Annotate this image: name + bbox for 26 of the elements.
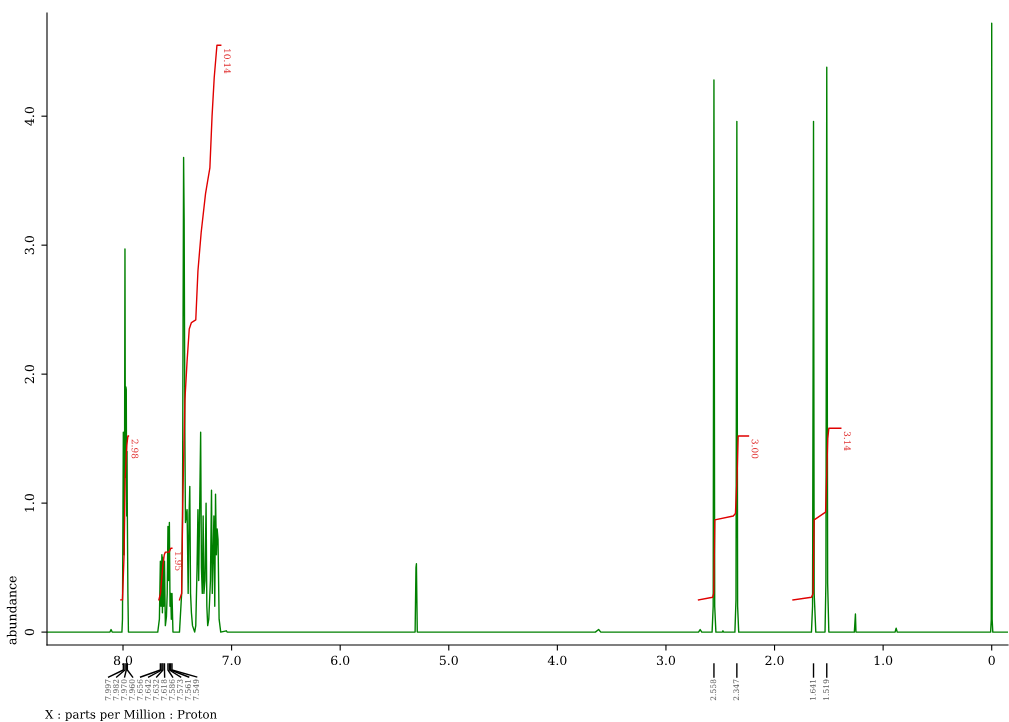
- line-series: [697, 435, 750, 601]
- annotation: 3.00: [751, 439, 759, 459]
- annotation: 1.95: [175, 552, 182, 571]
- x-tick-label: 0: [988, 655, 995, 666]
- x-tick-label: 5.0: [439, 655, 458, 666]
- y-tick-label: 0: [24, 628, 35, 636]
- y-tick-label: 3.0: [24, 236, 35, 255]
- annotation: 10.14: [223, 49, 231, 74]
- y-tick-label: 1.0: [24, 494, 35, 512]
- line-series: [120, 435, 130, 601]
- annotation: 3.14: [843, 431, 851, 451]
- x-axis-title: X : parts per Million : Proton: [45, 709, 217, 721]
- annotation: 2.98: [131, 439, 139, 459]
- x-tick-label: 8.0: [113, 655, 133, 666]
- x-tick-label: 1.0: [874, 655, 893, 666]
- line-series: [158, 547, 173, 601]
- x-tick-label: 4.0: [547, 655, 567, 666]
- x-tick-label: 7.0: [222, 655, 241, 666]
- y-tick-label: 4.0: [24, 107, 35, 126]
- x-tick-label: 2.0: [765, 655, 784, 666]
- line-series: [47, 22, 1008, 633]
- y-tick-label: 2.0: [24, 365, 35, 384]
- y-axis-title: abundance: [6, 576, 17, 645]
- x-tick-label: 6.0: [331, 655, 350, 666]
- line-series: [792, 427, 842, 601]
- x-tick-label: 3.0: [656, 655, 676, 666]
